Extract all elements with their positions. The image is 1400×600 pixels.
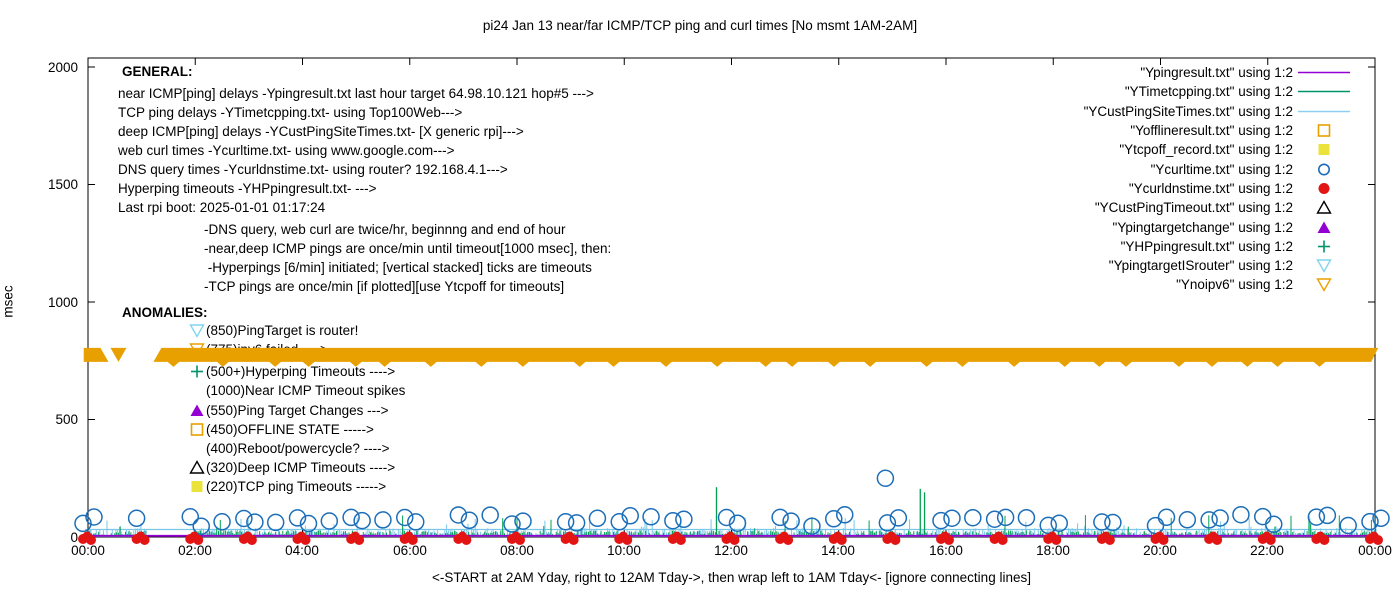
general-line: Last rpi boot: 2025-01-01 01:17:24 xyxy=(118,200,326,215)
legend-row: "YHPpingresult.txt" using 1:2 xyxy=(1084,237,1355,256)
triangle-up-icon xyxy=(1293,200,1355,216)
x-tick-10: 20:00 xyxy=(1143,543,1177,558)
anomaly-item: (450)OFFLINE STATE -----> xyxy=(189,421,374,438)
x-tick-8: 16:00 xyxy=(929,543,963,558)
triangle-up-icon xyxy=(1293,219,1355,235)
y-axis-label: msec xyxy=(0,285,16,318)
x-tick-3: 06:00 xyxy=(393,543,427,558)
general-line: Hyperping timeouts -YHPpingresult.txt- -… xyxy=(118,181,377,196)
legend-row: "YpingtargetISrouter" using 1:2 xyxy=(1084,256,1355,275)
y-tick-0: 0 xyxy=(70,530,78,545)
y-tick-1000: 1000 xyxy=(47,295,78,310)
legend-row: "YCustPingSiteTimes.txt" using 1:2 xyxy=(1084,102,1355,121)
legend-row: "Ycurltime.txt" using 1:2 xyxy=(1084,159,1355,178)
circle-icon xyxy=(1293,161,1355,177)
square-icon xyxy=(1293,123,1355,139)
x-tick-12: 00:00 xyxy=(1358,543,1392,558)
general-line: near ICMP[ping] delays -Ypingresult.txt … xyxy=(118,86,594,101)
legend-row: "Ytcpoff_record.txt" using 1:2 xyxy=(1084,140,1355,159)
x-tick-2: 04:00 xyxy=(285,543,319,558)
anomaly-item: (775)ipv6 failed ----> xyxy=(189,341,328,358)
y-tick-1500: 1500 xyxy=(47,177,78,192)
legend-row: "Ynoipv6" using 1:2 xyxy=(1084,275,1355,294)
triangle-down-icon xyxy=(1293,277,1355,293)
anomalies-heading: ANOMALIES: xyxy=(122,305,208,320)
x-tick-1: 02:00 xyxy=(178,543,212,558)
general-indent-line: -DNS query, web curl are twice/hr, begin… xyxy=(204,222,566,237)
legend-row: "YCustPingTimeout.txt" using 1:2 xyxy=(1084,198,1355,217)
triangle-up-icon xyxy=(189,460,206,475)
legend-row: "YTimetcpping.txt" using 1:2 xyxy=(1084,82,1355,101)
general-line: web curl times -Ycurltime.txt- using www… xyxy=(118,143,455,158)
legend-row: "Ypingtargetchange" using 1:2 xyxy=(1084,217,1355,236)
circle-icon xyxy=(1293,180,1355,196)
anomaly-item: (400)Reboot/powercycle? ----> xyxy=(206,441,390,456)
triangle-up-icon xyxy=(189,403,206,418)
x-tick-11: 22:00 xyxy=(1250,543,1284,558)
anomaly-item: (850)PingTarget is router! xyxy=(189,322,358,339)
legend-row: "Ypingresult.txt" using 1:2 xyxy=(1084,63,1355,82)
x-tick-7: 14:00 xyxy=(821,543,855,558)
triangle-down-icon xyxy=(189,323,206,338)
anomaly-item: (320)Deep ICMP Timeouts ----> xyxy=(189,459,395,476)
plus-icon xyxy=(189,364,206,379)
square-icon xyxy=(1293,142,1355,158)
general-indent-line: -Hyperpings [6/min] initiated; [vertical… xyxy=(204,260,592,275)
anomaly-item: (1000)Near ICMP Timeout spikes xyxy=(206,383,406,398)
triangle-down-icon xyxy=(189,342,206,357)
line-sample-icon xyxy=(1293,103,1355,119)
x-tick-4: 08:00 xyxy=(500,543,534,558)
line-sample-icon xyxy=(1293,65,1355,81)
anomaly-item: (500+)Hyperping Timeouts ----> xyxy=(189,363,395,380)
x-tick-0: 00:00 xyxy=(71,543,105,558)
y-tick-2000: 2000 xyxy=(47,60,78,75)
general-indent-line: -TCP pings are once/min [if plotted][use… xyxy=(204,279,565,294)
x-tick-5: 10:00 xyxy=(607,543,641,558)
square-icon xyxy=(189,422,206,437)
x-tick-9: 18:00 xyxy=(1036,543,1070,558)
general-line: DNS query times -Ycurldnstime.txt- using… xyxy=(118,162,508,177)
general-line: deep ICMP[ping] delays -YCustPingSiteTim… xyxy=(118,124,524,139)
legend-row: "Yofflineresult.txt" using 1:2 xyxy=(1084,121,1355,140)
general-indent-line: -near,deep ICMP pings are once/min until… xyxy=(204,241,612,256)
x-tick-6: 12:00 xyxy=(714,543,748,558)
general-heading: GENERAL: xyxy=(122,64,193,79)
legend: "Ypingresult.txt" using 1:2 "YTimetcppin… xyxy=(1084,63,1355,295)
legend-row: "Ycurldnstime.txt" using 1:2 xyxy=(1084,179,1355,198)
square-icon xyxy=(189,479,206,494)
y-tick-500: 500 xyxy=(55,412,78,427)
line-sample-icon xyxy=(1293,84,1355,100)
chart-title: pi24 Jan 13 near/far ICMP/TCP ping and c… xyxy=(482,18,918,33)
plus-icon xyxy=(1293,238,1355,254)
triangle-down-icon xyxy=(1293,258,1355,274)
general-line: TCP ping delays -YTimetcpping.txt- using… xyxy=(118,105,463,120)
anomaly-item: (220)TCP ping Timeouts -----> xyxy=(189,478,386,495)
anomaly-item: (550)Ping Target Changes ---> xyxy=(189,402,388,419)
x-axis-note: <-START at 2AM Yday, right to 12AM Tday-… xyxy=(432,570,1031,585)
